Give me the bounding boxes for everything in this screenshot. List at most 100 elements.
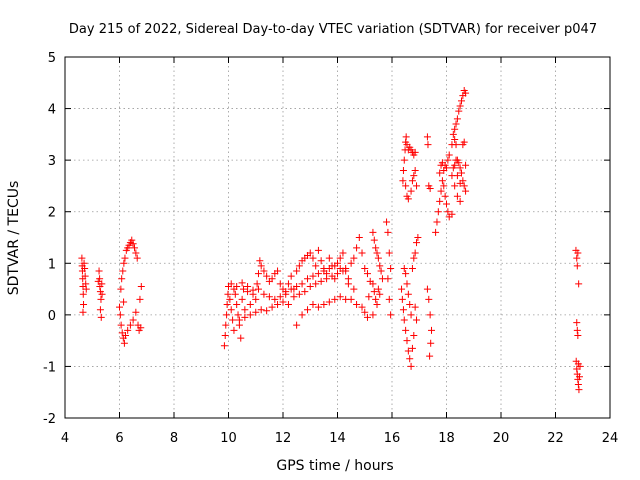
data-point bbox=[323, 275, 331, 283]
data-point bbox=[457, 169, 465, 177]
data-point bbox=[231, 290, 239, 298]
data-point bbox=[573, 262, 581, 270]
data-point bbox=[120, 259, 128, 267]
data-point bbox=[456, 102, 464, 110]
data-point bbox=[451, 125, 459, 133]
data-point bbox=[462, 161, 470, 169]
data-point bbox=[116, 311, 124, 319]
x-tick-label: 16 bbox=[384, 431, 401, 446]
data-point bbox=[257, 262, 265, 270]
grid bbox=[65, 57, 610, 418]
data-point bbox=[444, 156, 452, 164]
data-point bbox=[328, 272, 336, 280]
data-point bbox=[116, 303, 123, 311]
data-point bbox=[334, 270, 341, 278]
data-point bbox=[402, 270, 410, 278]
data-point bbox=[424, 141, 432, 149]
data-point bbox=[263, 272, 271, 280]
data-point bbox=[363, 270, 371, 278]
data-point bbox=[384, 228, 392, 236]
data-point bbox=[438, 177, 446, 185]
data-point bbox=[246, 301, 254, 309]
data-point bbox=[575, 386, 583, 394]
data-point bbox=[295, 262, 303, 270]
data-point bbox=[314, 303, 322, 311]
data-point bbox=[427, 339, 435, 347]
data-point bbox=[411, 166, 419, 174]
data-point bbox=[314, 270, 322, 278]
data-point bbox=[254, 270, 262, 278]
data-point bbox=[233, 282, 241, 290]
data-point bbox=[347, 259, 355, 267]
data-point bbox=[402, 326, 410, 334]
data-point bbox=[575, 373, 583, 381]
data-point bbox=[457, 97, 465, 105]
data-point bbox=[336, 293, 344, 301]
data-point bbox=[309, 272, 317, 280]
x-tick-label: 20 bbox=[493, 431, 510, 446]
data-point bbox=[226, 295, 234, 303]
data-point bbox=[385, 249, 393, 257]
data-point bbox=[410, 331, 418, 339]
data-point bbox=[279, 298, 287, 306]
data-point bbox=[78, 254, 86, 262]
data-point bbox=[575, 280, 583, 288]
data-point bbox=[400, 264, 408, 272]
data-point bbox=[268, 303, 276, 311]
data-point bbox=[121, 254, 129, 262]
data-point bbox=[426, 185, 434, 193]
data-point bbox=[314, 246, 322, 254]
data-point bbox=[403, 337, 411, 345]
data-point bbox=[413, 239, 421, 247]
data-point bbox=[263, 307, 271, 315]
data-point bbox=[443, 164, 450, 172]
data-point bbox=[81, 264, 89, 272]
data-point bbox=[282, 290, 290, 298]
data-point bbox=[320, 301, 328, 309]
data-point bbox=[448, 210, 456, 218]
data-point bbox=[438, 159, 446, 167]
data-point bbox=[372, 244, 380, 252]
data-point bbox=[325, 254, 333, 262]
data-point bbox=[274, 267, 282, 275]
y-tick-label: 2 bbox=[48, 206, 56, 221]
data-point bbox=[136, 295, 144, 303]
data-point bbox=[95, 267, 103, 275]
data-point bbox=[306, 282, 314, 290]
data-point bbox=[410, 254, 418, 262]
data-point bbox=[309, 254, 317, 262]
data-point bbox=[413, 182, 421, 190]
data-point bbox=[573, 319, 581, 327]
data-point bbox=[312, 262, 320, 270]
data-point bbox=[298, 280, 306, 288]
data-point bbox=[129, 240, 137, 248]
x-tick-label: 24 bbox=[602, 431, 619, 446]
data-point bbox=[234, 311, 242, 319]
data-point bbox=[260, 290, 268, 298]
data-point bbox=[241, 306, 249, 314]
y-tick-label: -1 bbox=[43, 360, 56, 375]
data-point bbox=[444, 208, 452, 216]
x-tick-label: 6 bbox=[115, 431, 123, 446]
data-point bbox=[274, 301, 282, 309]
data-point bbox=[254, 285, 262, 293]
data-point bbox=[403, 280, 411, 288]
data-point bbox=[238, 279, 246, 287]
data-point bbox=[407, 187, 415, 195]
data-point bbox=[445, 151, 453, 159]
data-point bbox=[80, 301, 88, 309]
data-point bbox=[220, 342, 228, 350]
data-point bbox=[402, 182, 410, 190]
data-point bbox=[387, 311, 395, 319]
data-point bbox=[293, 321, 301, 329]
data-point bbox=[366, 277, 374, 285]
data-point bbox=[126, 321, 134, 329]
data-point bbox=[244, 282, 252, 290]
x-tick-label: 12 bbox=[275, 431, 292, 446]
data-point bbox=[407, 311, 415, 319]
data-point bbox=[400, 316, 408, 324]
data-point bbox=[82, 280, 90, 288]
data-point bbox=[462, 89, 470, 97]
data-point bbox=[331, 295, 339, 303]
data-point bbox=[120, 339, 128, 347]
